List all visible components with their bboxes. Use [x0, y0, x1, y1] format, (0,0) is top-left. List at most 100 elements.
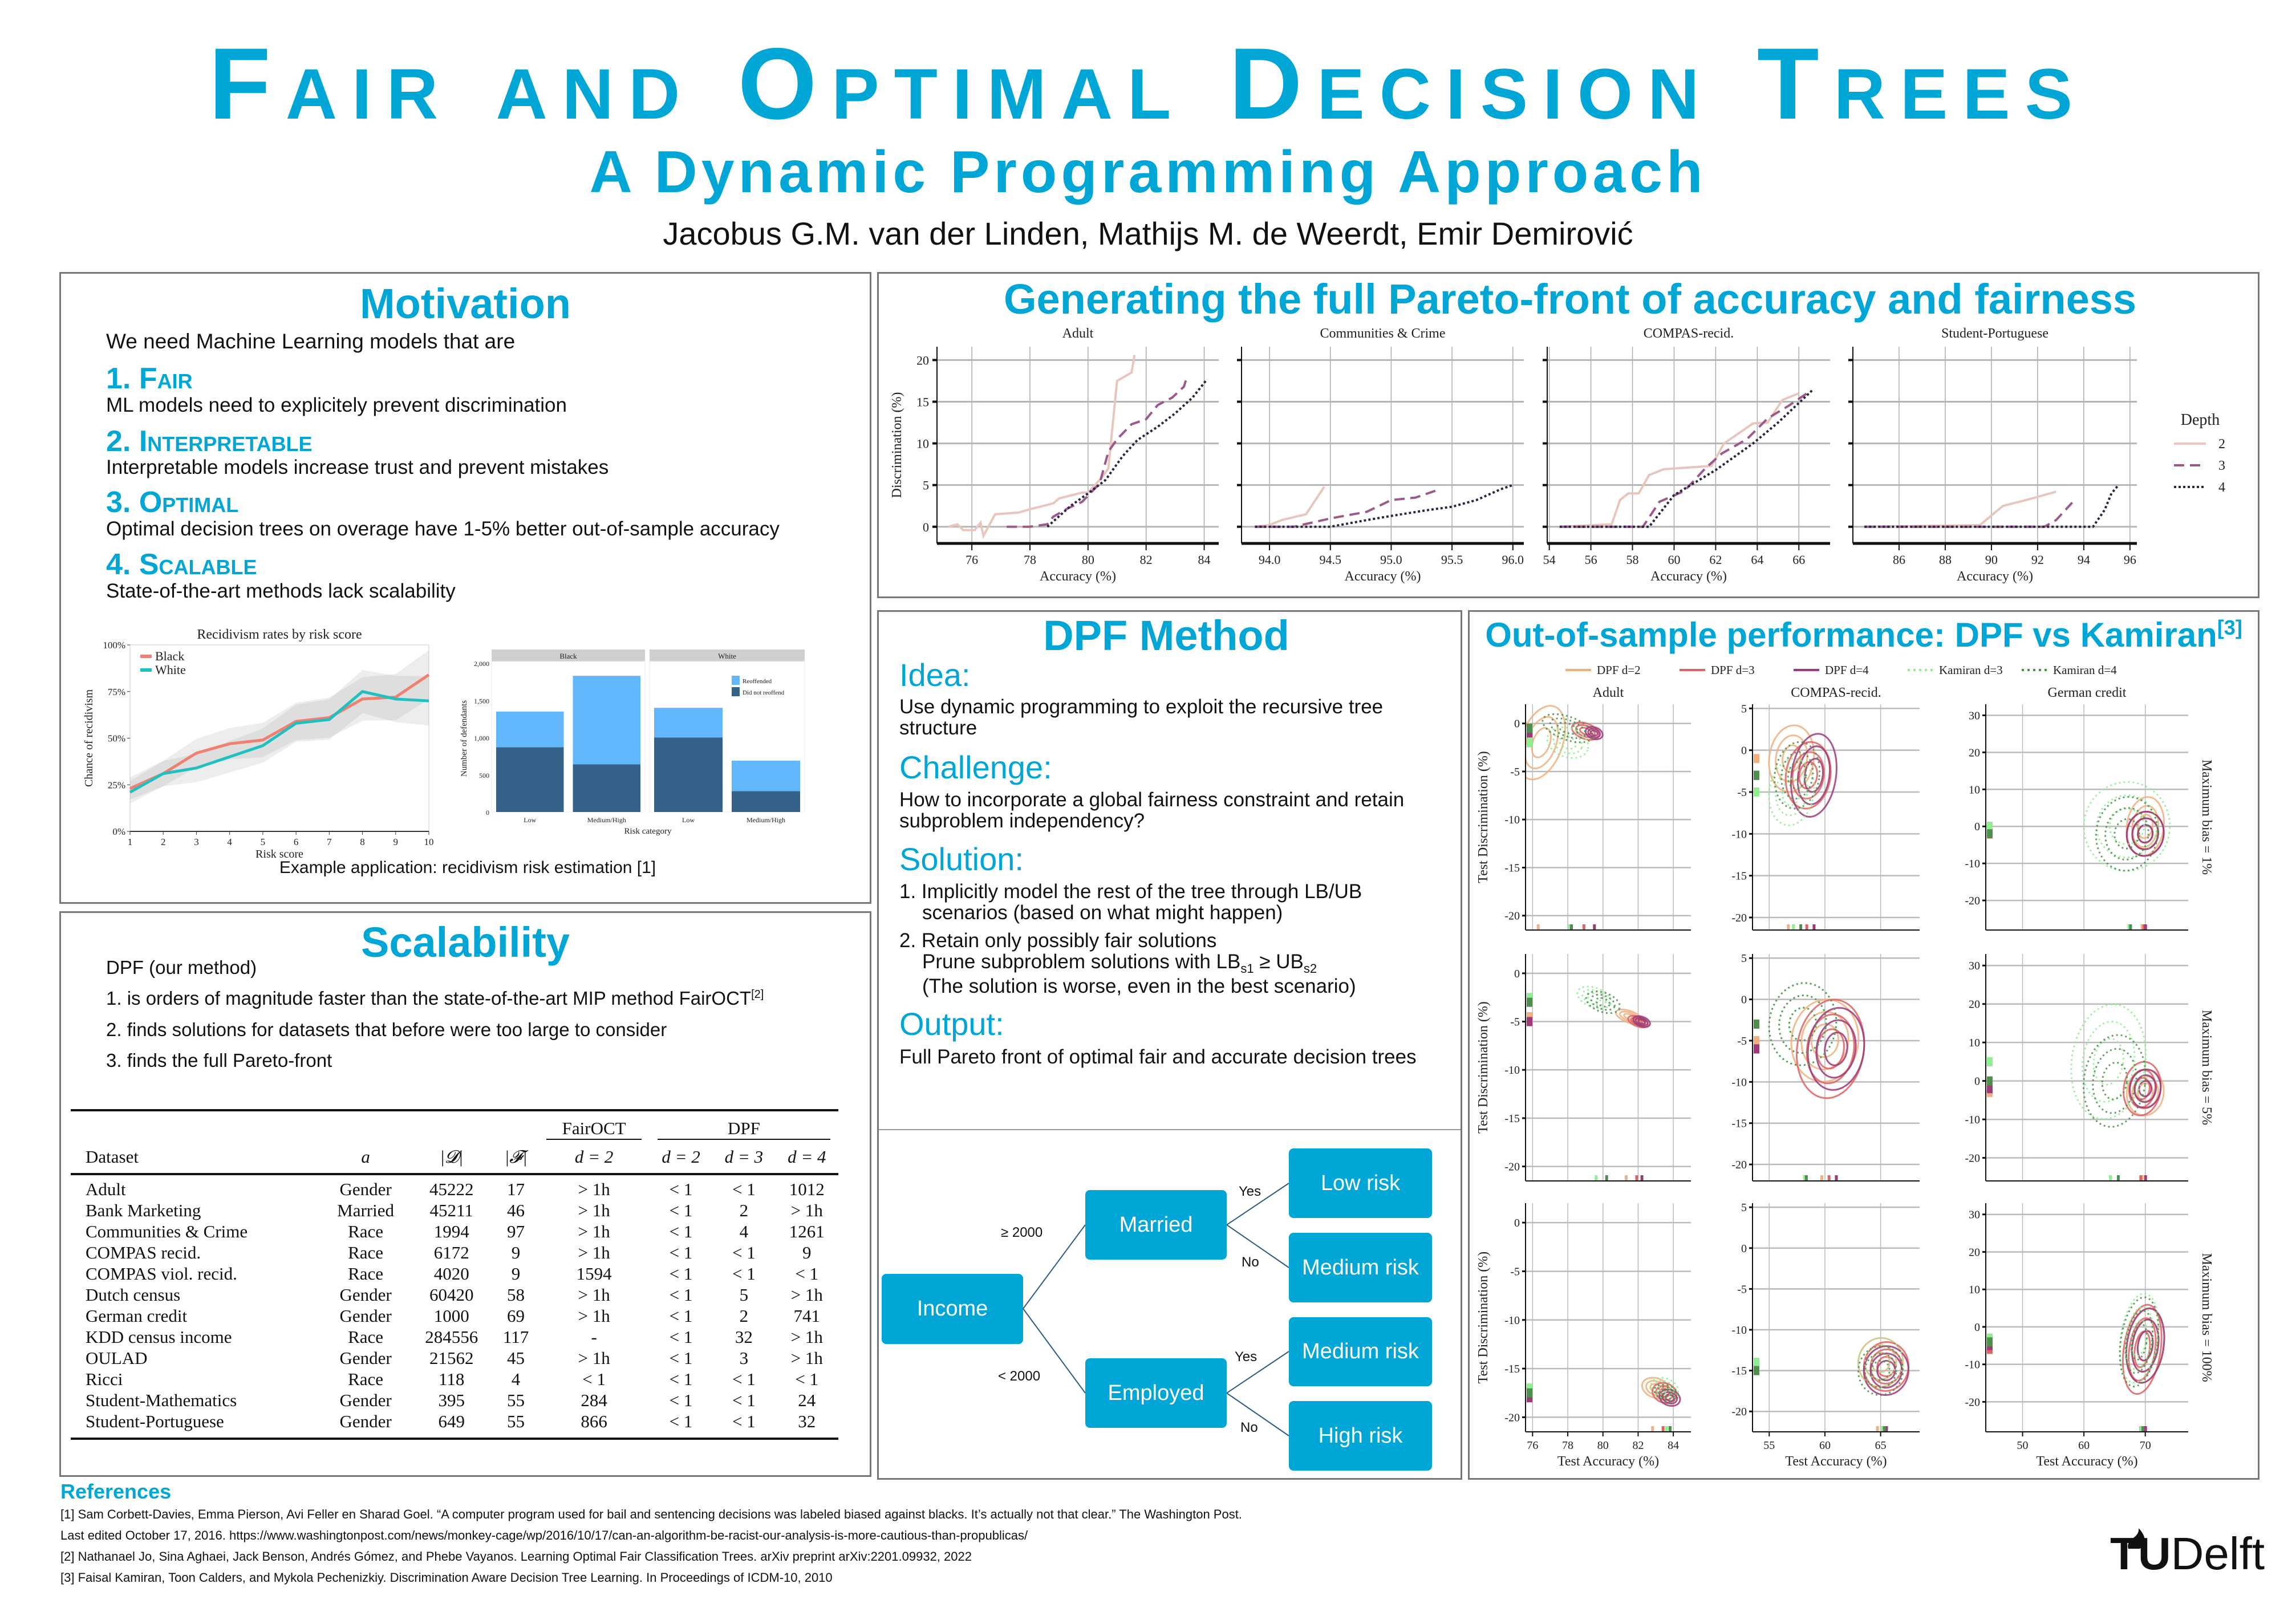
pareto-line-depth-4	[1046, 378, 1208, 528]
y-tick-label: -5	[1737, 1283, 1747, 1296]
contour-kamiran-d-4	[2095, 795, 2159, 872]
table-cell: > 1h	[578, 1200, 610, 1220]
x-tick-label: Low	[682, 816, 695, 824]
table-row: Communities & Crime Race 1994 97 > 1h < 1 4 126…	[71, 1221, 838, 1242]
y-tick-label: 20	[1969, 998, 1980, 1011]
item-fair-desc: ML models need to explicitely prevent di…	[106, 394, 567, 416]
x-tick-label: 4	[227, 837, 232, 847]
x-axis-label: Accuracy (%)	[1957, 569, 2033, 584]
pareto-line-depth-2	[1255, 486, 1325, 528]
rug-mark-x	[2139, 1426, 2143, 1432]
x-axis-label: Test Accuracy (%)	[1785, 1454, 1887, 1469]
y-tick-label: -10	[1731, 1076, 1747, 1089]
contour-dpf-d-4	[2125, 810, 2165, 857]
table-cell: > 1h	[790, 1285, 823, 1305]
rug-mark-x	[1593, 924, 1596, 930]
contour-dpf-d-4	[1796, 745, 1831, 806]
table-cell: OULAD	[86, 1348, 148, 1368]
contour-dpf-d-4	[2125, 1308, 2165, 1384]
group-header-fairoct: FairOCT	[538, 1110, 649, 1140]
idea-line-2: structure	[899, 717, 977, 739]
legend-label: Did not reoffend	[743, 689, 785, 696]
rug-mark-y	[1987, 829, 1993, 839]
column-title: Adult	[1593, 685, 1624, 700]
column-header: d = 4	[788, 1146, 826, 1167]
table-row: OULAD Gender 21562 45 > 1h < 1 3 > 1h	[71, 1347, 838, 1369]
row-label: Maximum bias = 1%	[2199, 760, 2214, 875]
y-tick-label: 0	[1741, 1243, 1747, 1255]
y-tick-label: 1,000	[474, 734, 489, 742]
table-cell: < 1	[669, 1327, 693, 1347]
table-cell: < 1	[669, 1264, 693, 1284]
solution-2-line-1: 2. Retain only possibly fair solutions	[899, 929, 1217, 952]
y-tick-label: -10	[1731, 828, 1747, 841]
table-cell: < 1	[732, 1390, 756, 1410]
table-cell: < 1	[669, 1390, 693, 1410]
item-scalable-heading: 4. Scalable	[106, 548, 257, 581]
table-cell: < 1	[795, 1264, 819, 1284]
contour-kamiran-d-4	[1653, 1383, 1680, 1403]
pareto-title: Generating the full Pareto-front of accu…	[1003, 275, 2137, 323]
contour-kamiran-d-3	[1546, 726, 1589, 759]
contour-kamiran-d-4	[1864, 1353, 1897, 1389]
rug-mark-x	[2144, 1426, 2147, 1432]
dpf-method-panel	[877, 610, 1462, 1480]
rug-mark-y	[1527, 1388, 1532, 1398]
y-tick-label: 30	[1969, 709, 1980, 722]
contours	[1754, 724, 1837, 930]
rug-mark-x	[1605, 1175, 1608, 1181]
x-tick-label: 86	[1893, 553, 1905, 567]
table-cell: 45	[507, 1348, 525, 1368]
rug-mark-x	[1625, 1175, 1628, 1181]
rug-mark-y	[1754, 1044, 1759, 1054]
rug-mark-x	[1812, 924, 1816, 930]
table-cell: 69	[507, 1306, 525, 1326]
contour-kamiran-d-4	[1788, 1006, 1817, 1042]
rug-mark-x	[2139, 1175, 2143, 1181]
contour-dpf-d-4	[1824, 1032, 1848, 1066]
rug-mark-y	[1754, 770, 1759, 780]
legend-label: White	[155, 663, 186, 677]
rug-mark-y	[1754, 754, 1759, 764]
table-cell: Bank Marketing	[86, 1200, 201, 1220]
table-cell: -	[591, 1327, 597, 1347]
contour-kamiran-d-3	[1576, 985, 1612, 1009]
y-tick-label: 30	[1969, 960, 1980, 972]
solution-2-note: (The solution is worse, even in the best…	[922, 975, 1356, 997]
rug-mark-y	[1527, 997, 1532, 1007]
table-row: Student-Mathematics Gender 395 55 284 < 1 < 1 2…	[71, 1390, 838, 1411]
x-tick-label: 84	[1198, 553, 1211, 567]
table-cell: < 1	[732, 1411, 756, 1431]
legend-label: Reoffended	[743, 678, 772, 685]
tree-leaf-medium-risk-2: Medium risk	[1289, 1317, 1432, 1386]
table-cell: 24	[798, 1390, 816, 1410]
contour-dpf-d-4	[1587, 728, 1601, 738]
contour-kamiran-d-3	[1552, 731, 1583, 754]
contours	[1526, 705, 1604, 930]
x-tick-label: 82	[1140, 553, 1153, 567]
contour-kamiran-d-3	[2119, 1292, 2160, 1384]
rug-mark-x	[2116, 1175, 2120, 1181]
rug-mark-x	[2141, 1426, 2144, 1432]
rug-mark-y	[1987, 1084, 1993, 1094]
y-tick-label: -20	[1504, 1411, 1520, 1424]
column-header: Dataset	[86, 1146, 139, 1167]
x-tick-label: 6	[294, 837, 299, 847]
legend-swatch	[140, 668, 152, 672]
y-tick-label: -20	[1965, 1152, 1980, 1165]
legend-swatch	[140, 655, 152, 658]
table-cell: COMPAS viol. recid.	[86, 1264, 237, 1284]
table-cell: < 1	[669, 1221, 693, 1241]
x-tick-label: 94.5	[1320, 553, 1342, 567]
y-tick-label: 5	[1741, 952, 1747, 965]
table-cell: 866	[581, 1411, 607, 1431]
rug-mark-x	[2127, 924, 2131, 930]
scalability-item-3: 3. finds the full Pareto-front	[106, 1050, 332, 1071]
x-tick-label: 96	[2124, 553, 2136, 567]
y-tick-label: 15	[916, 395, 929, 409]
scalability-intro: DPF (our method)	[106, 957, 257, 978]
poster-title: Fair and Optimal Decision Trees	[209, 27, 2087, 140]
rug-mark-x	[2129, 924, 2132, 930]
contour-dpf-d-4	[1634, 1017, 1649, 1026]
